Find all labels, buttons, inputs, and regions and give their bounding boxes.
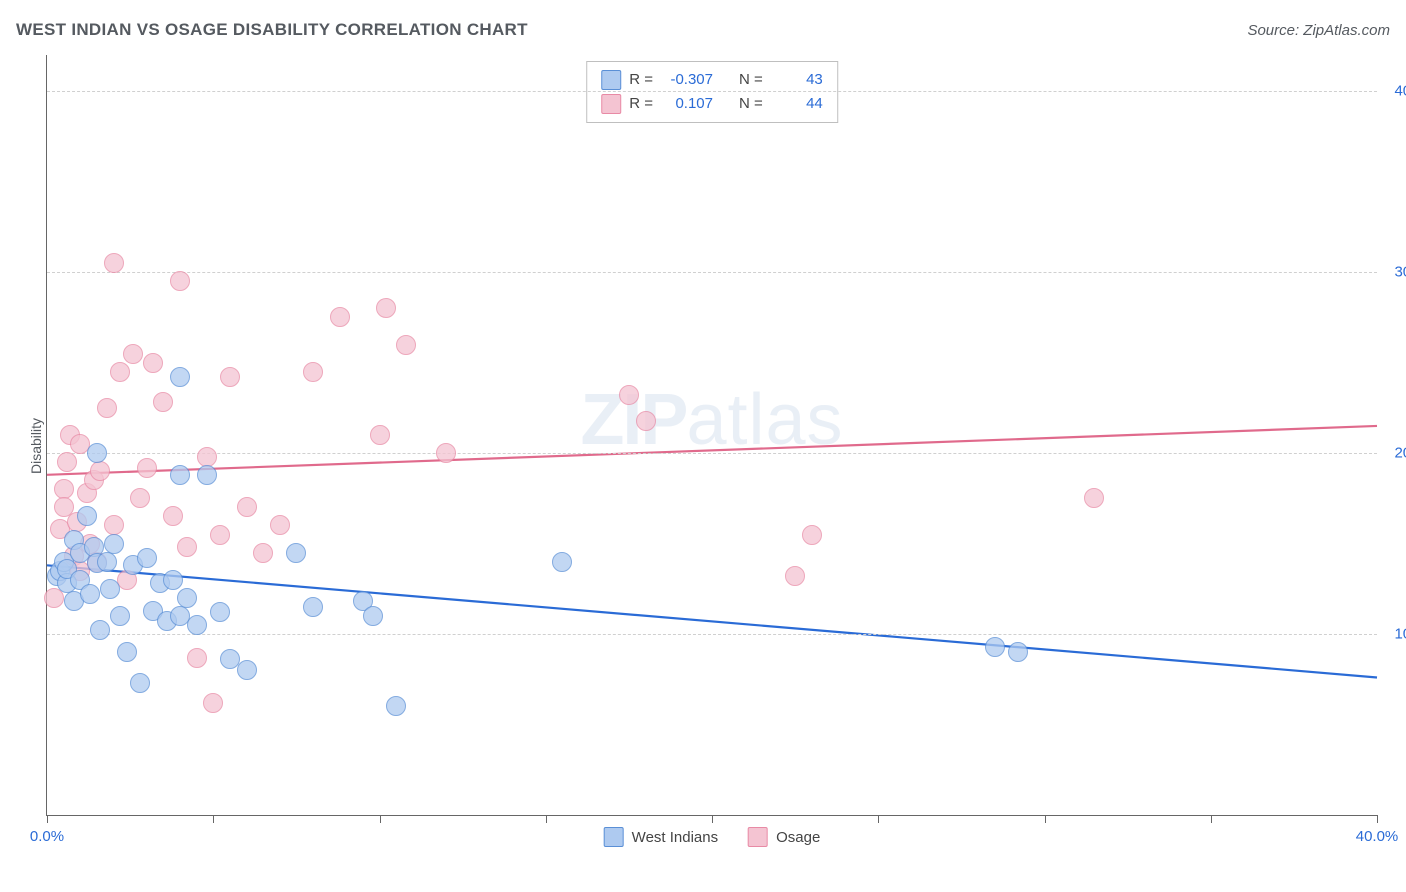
data-point-osage [210,525,230,545]
chart-title: WEST INDIAN VS OSAGE DISABILITY CORRELAT… [16,20,528,40]
data-point-west_indians [80,584,100,604]
y-axis-label: Disability [28,418,44,474]
data-point-osage [785,566,805,586]
legend-swatch-0 [601,70,621,90]
n-value-0: 43 [771,68,823,92]
data-point-west_indians [110,606,130,626]
data-point-west_indians [286,543,306,563]
r-value-0: -0.307 [661,68,713,92]
data-point-west_indians [97,552,117,572]
data-point-osage [177,537,197,557]
data-point-west_indians [163,570,183,590]
data-point-osage [137,458,157,478]
data-point-osage [376,298,396,318]
x-tick [878,815,879,823]
data-point-osage [636,411,656,431]
data-point-west_indians [100,579,120,599]
x-tick [1045,815,1046,823]
x-tick [712,815,713,823]
data-point-west_indians [130,673,150,693]
data-point-west_indians [117,642,137,662]
r-value-1: 0.107 [661,92,713,116]
data-point-osage [104,253,124,273]
trend-line-osage [47,426,1377,475]
data-point-osage [163,506,183,526]
data-point-west_indians [87,443,107,463]
data-point-west_indians [386,696,406,716]
y-tick-label: 40.0% [1382,83,1406,100]
plot-area: ZIPatlas R = -0.307 N = 43 R = 0.107 N =… [46,55,1377,816]
trend-lines [47,55,1377,815]
data-point-osage [123,344,143,364]
data-point-west_indians [237,660,257,680]
x-tick [213,815,214,823]
data-point-west_indians [363,606,383,626]
x-tick [1211,815,1212,823]
data-point-osage [370,425,390,445]
data-point-osage [110,362,130,382]
legend-item-1: Osage [748,827,820,847]
data-point-osage [1084,488,1104,508]
data-point-osage [330,307,350,327]
data-point-osage [57,452,77,472]
chart-source: Source: ZipAtlas.com [1247,22,1390,39]
legend-series: West Indians Osage [604,827,821,847]
x-tick [546,815,547,823]
legend-stats-row-1: R = 0.107 N = 44 [601,92,823,116]
data-point-osage [220,367,240,387]
data-point-osage [104,515,124,535]
y-tick-label: 20.0% [1382,445,1406,462]
data-point-west_indians [137,548,157,568]
data-point-west_indians [552,552,572,572]
data-point-osage [203,693,223,713]
x-tick-label: 0.0% [30,828,64,845]
gridline-h [47,634,1377,635]
data-point-osage [54,479,74,499]
data-point-west_indians [210,602,230,622]
x-tick [380,815,381,823]
data-point-osage [237,497,257,517]
data-point-osage [170,271,190,291]
n-value-1: 44 [771,92,823,116]
data-point-west_indians [170,367,190,387]
x-tick-label: 40.0% [1356,828,1399,845]
data-point-osage [197,447,217,467]
data-point-osage [396,335,416,355]
data-point-west_indians [197,465,217,485]
data-point-west_indians [104,534,124,554]
data-point-west_indians [303,597,323,617]
data-point-west_indians [170,465,190,485]
data-point-osage [130,488,150,508]
x-tick [47,815,48,823]
data-point-osage [253,543,273,563]
data-point-west_indians [90,620,110,640]
data-point-osage [143,353,163,373]
data-point-west_indians [187,615,207,635]
chart-header: WEST INDIAN VS OSAGE DISABILITY CORRELAT… [16,20,1390,40]
legend-item-0: West Indians [604,827,718,847]
data-point-west_indians [985,637,1005,657]
gridline-h [47,453,1377,454]
y-tick-label: 30.0% [1382,264,1406,281]
data-point-osage [270,515,290,535]
legend-stats-row-0: R = -0.307 N = 43 [601,68,823,92]
data-point-osage [97,398,117,418]
y-tick-label: 10.0% [1382,626,1406,643]
data-point-west_indians [77,506,97,526]
data-point-osage [153,392,173,412]
data-point-osage [802,525,822,545]
gridline-h [47,91,1377,92]
data-point-west_indians [177,588,197,608]
data-point-osage [436,443,456,463]
legend-swatch-1 [601,94,621,114]
x-tick [1377,815,1378,823]
gridline-h [47,272,1377,273]
data-point-osage [90,461,110,481]
data-point-osage [619,385,639,405]
data-point-osage [187,648,207,668]
data-point-west_indians [1008,642,1028,662]
data-point-osage [303,362,323,382]
